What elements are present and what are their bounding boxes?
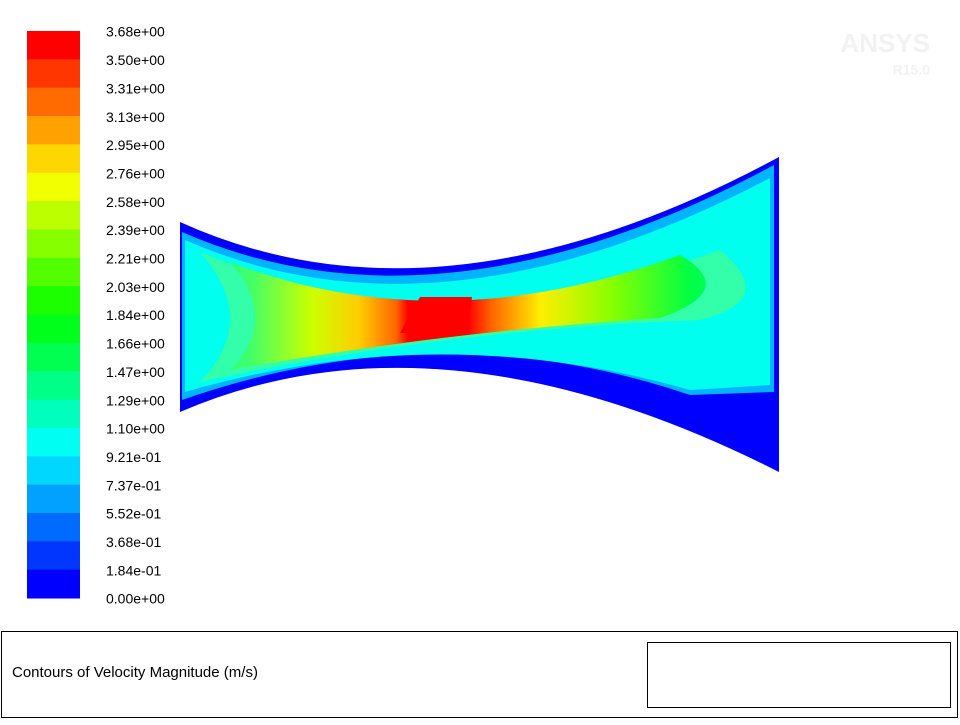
colorbar-label: 1.47e+00 [106, 364, 165, 380]
colorbar: 3.68e+00 3.50e+00 3.31e+00 3.13e+00 2.95e+00… [27, 24, 165, 607]
colorbar-band [27, 342, 80, 372]
logo-name: ANSYS [840, 28, 930, 58]
colorbar-label: 3.68e-01 [106, 534, 161, 550]
colorbar-band [27, 87, 80, 117]
colorbar-label: 2.39e+00 [106, 222, 165, 238]
colorbar-label: 3.68e+00 [106, 24, 165, 40]
colorbar-band [27, 172, 80, 202]
colorbar-band [27, 512, 80, 542]
contour-plot [180, 157, 779, 472]
colorbar-label: 1.84e+00 [106, 307, 165, 323]
colorbar-band [27, 201, 80, 230]
colorbar-band [27, 371, 80, 401]
logo-version: R15.0 [893, 62, 931, 78]
colorbar-band [27, 569, 80, 599]
colorbar-label: 2.76e+00 [106, 165, 165, 181]
colorbar-label: 1.66e+00 [106, 336, 165, 352]
colorbar-band [27, 229, 80, 259]
colorbar-band [27, 456, 80, 486]
colorbar-band [27, 541, 80, 571]
colorbar-band [27, 286, 80, 315]
colorbar-band [27, 257, 80, 287]
colorbar-label: 2.58e+00 [106, 194, 165, 210]
colorbar-band [27, 427, 80, 457]
colorbar-label: 0.00e+00 [106, 591, 165, 607]
colorbar-band [27, 484, 80, 514]
colorbar-label: 2.03e+00 [106, 279, 165, 295]
colorbar-label: 7.37e-01 [106, 477, 161, 493]
colorbar-label: 9.21e-01 [106, 449, 161, 465]
colorbar-band [27, 399, 80, 429]
colorbar-label: 1.29e+00 [106, 392, 165, 408]
colorbar-label: 3.13e+00 [106, 109, 165, 125]
colorbar-band [27, 144, 80, 174]
colorbar-label: 2.21e+00 [106, 251, 165, 267]
colorbar-label: 1.84e-01 [106, 562, 161, 578]
footer-box [1, 631, 958, 718]
colorbar-label: 2.95e+00 [106, 137, 165, 153]
colorbar-label: 5.52e-01 [106, 506, 161, 522]
colorbar-label: 3.31e+00 [106, 80, 165, 96]
colorbar-label: 1.10e+00 [106, 421, 165, 437]
colorbar-band [27, 314, 80, 344]
colorbar-label: 3.50e+00 [106, 52, 165, 68]
footer-inset [647, 642, 951, 708]
colorbar-band [27, 31, 80, 60]
footer-title: Contours of Velocity Magnitude (m/s) [12, 664, 258, 681]
colorbar-band [27, 116, 80, 145]
colorbar-band [27, 59, 80, 89]
